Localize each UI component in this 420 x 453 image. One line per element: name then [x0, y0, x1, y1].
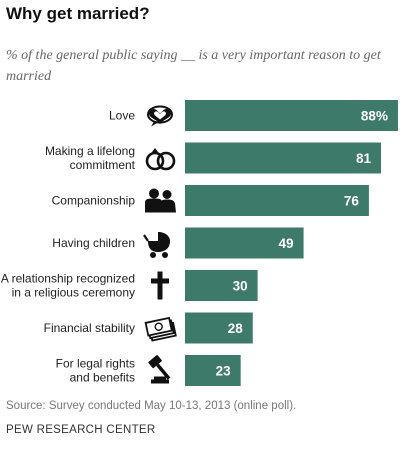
- heart-speech-icon: [147, 105, 173, 127]
- value-label-0: 88%: [361, 109, 388, 124]
- chart-title: Why get married?: [6, 4, 150, 23]
- category-label-3: Having children: [52, 236, 135, 250]
- value-label-3: 49: [279, 236, 294, 251]
- bar-5: [185, 312, 253, 344]
- gavel-icon: [148, 355, 171, 384]
- couple-icon: [145, 188, 176, 213]
- bar-chart: 88% Love 81 Making a lifelong commitment 76 Co…: [1, 100, 398, 386]
- rings-icon: [145, 148, 176, 171]
- money-icon: [144, 316, 177, 342]
- category-label-6: For legal rights and benefits: [56, 357, 135, 385]
- value-label-1: 81: [356, 151, 372, 166]
- bar-0: [185, 100, 398, 131]
- category-label-0: Love: [109, 109, 135, 123]
- cross-icon: [151, 271, 169, 300]
- bar-4: [185, 270, 258, 301]
- category-label-1: Making a lifelong commitment: [45, 144, 136, 172]
- organization-name: PEW RESEARCH CENTER: [6, 424, 156, 436]
- category-label-5: Financial stability: [44, 321, 135, 335]
- source-note: Source: Survey conducted May 10-13, 2013…: [6, 400, 297, 412]
- value-label-2: 76: [344, 194, 360, 209]
- category-label-2: Companionship: [52, 194, 136, 208]
- bar-6: [185, 355, 241, 386]
- category-label-4: A relationship recognized in a religious …: [1, 272, 135, 300]
- bar-3: [185, 227, 304, 259]
- bar-2: [185, 185, 369, 216]
- value-label-4: 30: [233, 279, 248, 294]
- chart-subtitle: % of the general public saying __ is a v…: [6, 48, 381, 84]
- baby-carriage-icon: [143, 232, 170, 258]
- value-label-6: 23: [216, 364, 232, 379]
- value-label-5: 28: [228, 321, 244, 336]
- bar-1: [185, 142, 382, 174]
